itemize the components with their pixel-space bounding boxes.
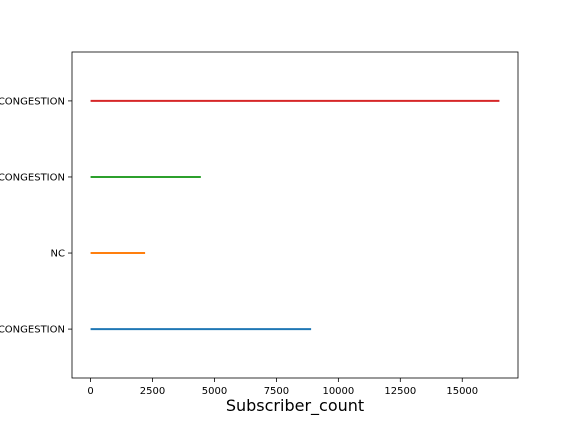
y-tick-label: NC [51,249,65,260]
y-axis: CONGESTION NC CONGESTION CONGESTION [0,96,72,336]
plot-frame [71,51,519,379]
x-tick-label: 10000 [322,386,354,397]
y-tick-label: CONGESTION [0,172,65,183]
ranges-layer [90,99,500,331]
x-tick-label: 15000 [446,386,478,397]
x-axis: 0 2500 5000 7500 10000 12500 15000 [87,378,478,397]
y-tick-label: CONGESTION [0,325,65,336]
x-tick-label: 0 [87,386,93,397]
y-tick-label: CONGESTION [0,96,65,107]
x-tick-label: 5000 [202,386,227,397]
x-tick-label: 12500 [384,386,416,397]
x-tick-label: 7500 [264,386,289,397]
x-tick-label: 2500 [140,386,165,397]
x-axis-title: Subscriber_count [226,396,364,416]
